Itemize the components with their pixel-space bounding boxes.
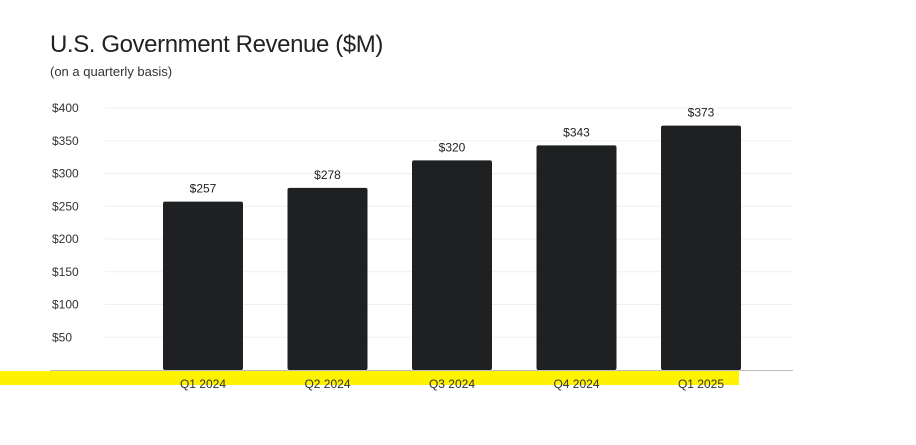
y-tick-label: $150	[52, 265, 79, 279]
data-label: $320	[439, 140, 466, 154]
bars	[163, 125, 741, 370]
bar	[536, 145, 617, 370]
bar	[287, 187, 368, 370]
chart-title: U.S. Government Revenue ($M)	[50, 31, 383, 58]
x-axis-ticks: Q1 2024 Q2 2024 Q3 2024 Q4 2024 Q1 2025	[180, 377, 724, 391]
x-tick-label: Q1 2024	[180, 377, 226, 391]
x-axis-highlight-strip	[0, 371, 739, 385]
data-label: $373	[688, 106, 715, 120]
x-tick-label: Q4 2024	[553, 377, 599, 391]
data-label: $257	[190, 182, 217, 196]
y-tick-label: $100	[52, 298, 79, 312]
y-tick-label: $400	[52, 101, 79, 115]
data-label: $343	[563, 125, 590, 139]
bar	[412, 160, 492, 370]
bar	[661, 125, 741, 370]
y-axis-ticks: $50 $100 $150 $200 $250 $300 $350 $400	[52, 101, 79, 344]
y-tick-label: $300	[52, 167, 79, 181]
data-labels: $257 $278 $320 $343 $373	[190, 106, 715, 196]
x-tick-label: Q2 2024	[304, 377, 350, 391]
y-tick-label: $250	[52, 199, 79, 213]
bar	[163, 201, 243, 370]
x-tick-label: Q1 2025	[678, 377, 724, 391]
chart-subtitle: (on a quarterly basis)	[50, 64, 173, 79]
y-tick-label: $50	[52, 330, 72, 344]
y-tick-label: $350	[52, 134, 79, 148]
data-label: $278	[314, 168, 341, 182]
y-tick-label: $200	[52, 232, 79, 246]
x-axis-highlight	[0, 371, 739, 385]
x-tick-label: Q3 2024	[429, 377, 475, 391]
